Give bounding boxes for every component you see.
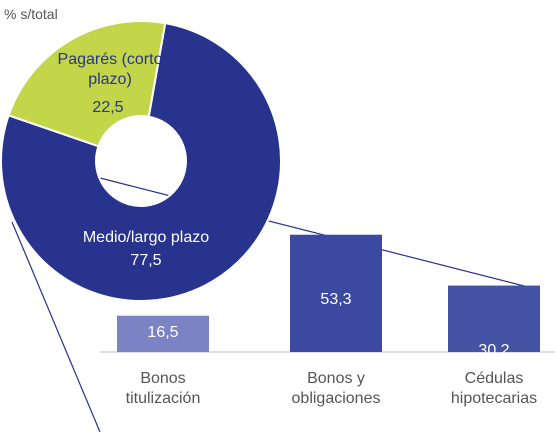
bar (448, 285, 540, 352)
bar-value: 16,5 (147, 323, 179, 341)
bar-value: 30,2 (478, 341, 510, 359)
slice-label: Pagarés (corto plazo) (57, 51, 163, 88)
x-tick-label: Bonos titulización (125, 370, 201, 407)
bar-value: 53,3 (320, 290, 352, 308)
slice-label: Medio/largo plazo (82, 229, 210, 246)
x-tick-label: Cédulas hipotecarias (450, 370, 538, 407)
x-tick-label: Bonos y obligaciones (291, 370, 381, 407)
slice-value: 77,5 (130, 252, 162, 269)
donut-slice (7, 20, 167, 148)
donut-slice (0, 21, 282, 302)
bar (117, 315, 209, 352)
subtitle: % s/total (4, 6, 58, 22)
slice-value: 22,5 (92, 99, 124, 116)
connector (11, 221, 101, 432)
bar (290, 234, 382, 352)
